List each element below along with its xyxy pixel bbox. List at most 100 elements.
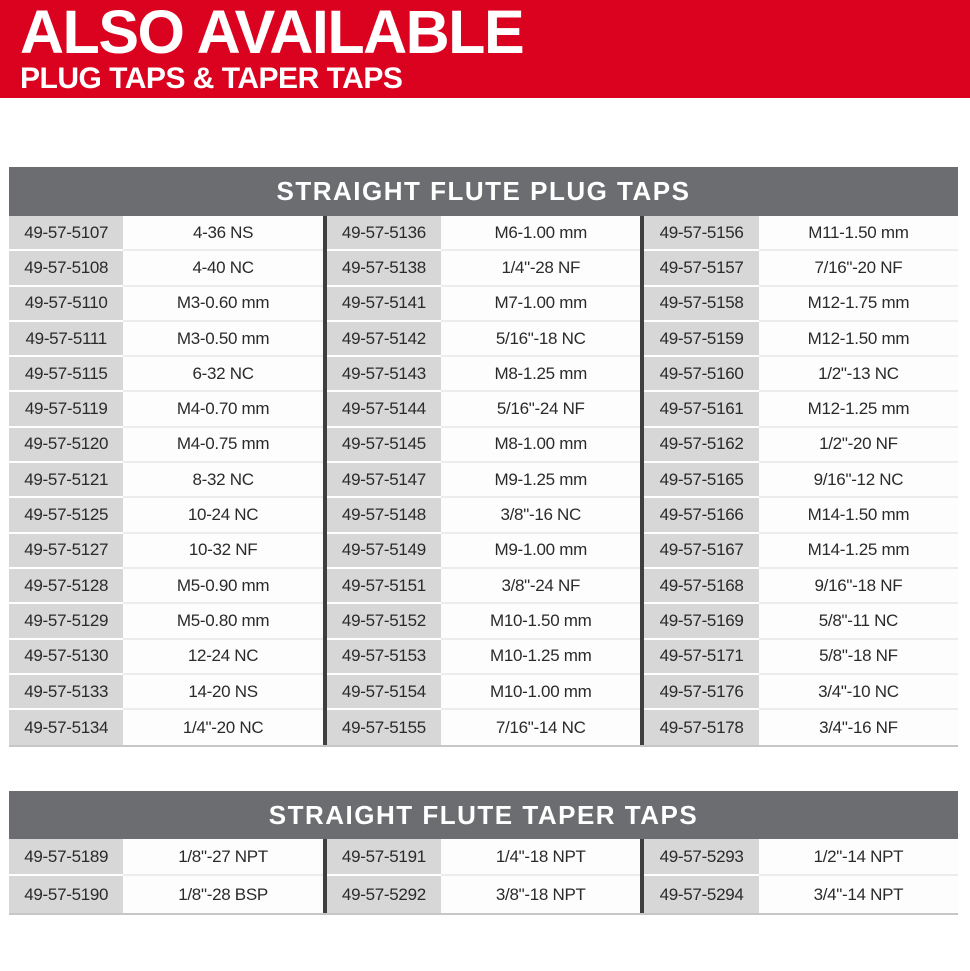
catalog-number-cell: 49-57-5161 <box>644 392 759 428</box>
thread-size-cell: M8-1.00 mm <box>441 427 641 464</box>
thread-size-cell: M7-1.00 mm <box>441 286 641 322</box>
thread-size-cell: M4-0.75 mm <box>123 427 323 464</box>
thread-size-cell: M3-0.60 mm <box>123 286 323 322</box>
banner-title: ALSO AVAILABLE <box>20 0 525 66</box>
catalog-number-cell: 49-57-5189 <box>9 839 124 877</box>
catalog-number-cell: 49-57-5107 <box>9 216 124 252</box>
table-row: 49-57-5159 M12-1.50 mm <box>644 321 959 358</box>
table-row: 49-57-5147 M9-1.25 mm <box>326 463 641 499</box>
thread-size-cell: M10-1.50 mm <box>441 604 641 640</box>
thread-size-cell: M12-1.25 mm <box>758 392 959 428</box>
catalog-number-cell: 49-57-5108 <box>9 251 124 287</box>
catalog-number-cell: 49-57-5111 <box>9 321 124 358</box>
catalog-number-cell: 49-57-5171 <box>644 639 759 675</box>
catalog-number-cell: 49-57-5154 <box>326 674 442 711</box>
catalog-number-cell: 49-57-5158 <box>644 286 759 322</box>
table-column-group: 49-57-5107 4-36 NS 49-57-5108 4-40 NC 49-57-… <box>9 216 323 746</box>
table-row: 49-57-5141 M7-1.00 mm <box>326 286 641 322</box>
table-row: 49-57-5152 M10-1.50 mm <box>326 604 641 640</box>
catalog-number-cell: 49-57-5157 <box>644 251 759 287</box>
thread-size-cell: 1/4"-18 NPT <box>441 839 641 877</box>
thread-size-cell: M10-1.00 mm <box>441 674 641 711</box>
banner: ALSO AVAILABLE PLUG TAPS & TAPER TAPS <box>0 0 970 98</box>
table-row: 49-57-5156 M11-1.50 mm <box>644 216 959 252</box>
table-row: 49-57-5151 3/8"-24 NF <box>326 568 641 605</box>
thread-size-cell: M12-1.50 mm <box>758 321 959 358</box>
catalog-number-cell: 49-57-5149 <box>326 533 442 569</box>
table-row: 49-57-5158 M12-1.75 mm <box>644 286 959 322</box>
catalog-number-cell: 49-57-5190 <box>9 876 124 914</box>
table-column-group: 49-57-5293 1/2"-14 NPT 49-57-5294 3/4"-14 N… <box>640 839 959 914</box>
catalog-number-cell: 49-57-5155 <box>326 710 442 746</box>
catalog-number-cell: 49-57-5127 <box>9 533 124 569</box>
catalog-number-cell: 49-57-5125 <box>9 498 124 534</box>
table-row: 49-57-5119 M4-0.70 mm <box>9 392 323 428</box>
table-row: 49-57-5121 8-32 NC <box>9 463 323 499</box>
thread-size-cell: 5/16"-24 NF <box>441 392 641 428</box>
catalog-number-cell: 49-57-5143 <box>326 357 442 393</box>
catalog-number-cell: 49-57-5152 <box>326 604 442 640</box>
catalog-number-cell: 49-57-5176 <box>644 674 759 711</box>
thread-size-cell: M5-0.80 mm <box>123 604 323 640</box>
thread-size-cell: 3/8"-18 NPT <box>441 876 641 914</box>
catalog-number-cell: 49-57-5120 <box>9 427 124 464</box>
thread-size-cell: 7/16"-14 NC <box>441 710 641 746</box>
catalog-number-cell: 49-57-5110 <box>9 286 124 322</box>
thread-size-cell: 8-32 NC <box>123 463 323 499</box>
thread-size-cell: 1/2"-14 NPT <box>758 839 959 877</box>
catalog-number-cell: 49-57-5141 <box>326 286 442 322</box>
catalog-number-cell: 49-57-5129 <box>9 604 124 640</box>
thread-size-cell: M12-1.75 mm <box>758 286 959 322</box>
catalog-number-cell: 49-57-5191 <box>326 839 442 877</box>
taper-taps-table-title: STRAIGHT FLUTE TAPER TAPS <box>9 791 958 840</box>
thread-size-cell: 1/4"-20 NC <box>123 710 323 746</box>
thread-size-cell: M14-1.50 mm <box>758 498 959 534</box>
table-row: 49-57-5161 M12-1.25 mm <box>644 392 959 428</box>
catalog-number-cell: 49-57-5142 <box>326 321 442 358</box>
table-row: 49-57-5154 M10-1.00 mm <box>326 674 641 711</box>
table-row: 49-57-5144 5/16"-24 NF <box>326 392 641 428</box>
table-row: 49-57-5127 10-32 NF <box>9 533 323 569</box>
catalog-number-cell: 49-57-5128 <box>9 568 124 605</box>
catalog-number-cell: 49-57-5144 <box>326 392 442 428</box>
thread-size-cell: 1/8"-27 NPT <box>123 839 323 877</box>
thread-size-cell: 4-36 NS <box>123 216 323 252</box>
table-row: 49-57-5129 M5-0.80 mm <box>9 604 323 640</box>
thread-size-cell: 9/16"-18 NF <box>758 568 959 605</box>
table-row: 49-57-5143 M8-1.25 mm <box>326 357 641 393</box>
catalog-number-cell: 49-57-5153 <box>326 639 442 675</box>
thread-size-cell: 7/16"-20 NF <box>758 251 959 287</box>
catalog-number-cell: 49-57-5293 <box>644 839 759 877</box>
thread-size-cell: 1/8"-28 BSP <box>123 876 323 914</box>
thread-size-cell: M5-0.90 mm <box>123 568 323 605</box>
catalog-number-cell: 49-57-5156 <box>644 216 759 252</box>
catalog-number-cell: 49-57-5162 <box>644 427 759 464</box>
table-row: 49-57-5160 1/2"-13 NC <box>644 357 959 393</box>
thread-size-cell: M9-1.00 mm <box>441 533 641 569</box>
catalog-number-cell: 49-57-5167 <box>644 533 759 569</box>
table-row: 49-57-5148 3/8"-16 NC <box>326 498 641 534</box>
table-row: 49-57-5128 M5-0.90 mm <box>9 568 323 605</box>
table-row: 49-57-5111 M3-0.50 mm <box>9 321 323 358</box>
table-row: 49-57-5107 4-36 NS <box>9 216 323 252</box>
table-row: 49-57-5169 5/8"-11 NC <box>644 604 959 640</box>
thread-size-cell: 10-24 NC <box>123 498 323 534</box>
catalog-number-cell: 49-57-5292 <box>326 876 442 914</box>
catalog-number-cell: 49-57-5134 <box>9 710 124 746</box>
thread-size-cell: M11-1.50 mm <box>758 216 959 252</box>
table-row: 49-57-5130 12-24 NC <box>9 639 323 675</box>
catalog-number-cell: 49-57-5178 <box>644 710 759 746</box>
table-row: 49-57-5166 M14-1.50 mm <box>644 498 959 534</box>
table-row: 49-57-5134 1/4"-20 NC <box>9 710 323 746</box>
plug-taps-table: STRAIGHT FLUTE PLUG TAPS 49-57-5107 4-36 … <box>9 167 959 748</box>
catalog-number-cell: 49-57-5160 <box>644 357 759 393</box>
thread-size-cell: 3/8"-24 NF <box>441 568 641 605</box>
table-row: 49-57-5133 14-20 NS <box>9 674 323 711</box>
catalog-number-cell: 49-57-5145 <box>326 427 442 464</box>
thread-size-cell: 5/16"-18 NC <box>441 321 641 358</box>
table-row: 49-57-5136 M6-1.00 mm <box>326 216 641 252</box>
plug-taps-table-body: 49-57-5107 4-36 NS 49-57-5108 4-40 NC 49-57-… <box>9 216 959 748</box>
table-row: 49-57-5293 1/2"-14 NPT <box>644 839 959 877</box>
thread-size-cell: 6-32 NC <box>123 357 323 393</box>
